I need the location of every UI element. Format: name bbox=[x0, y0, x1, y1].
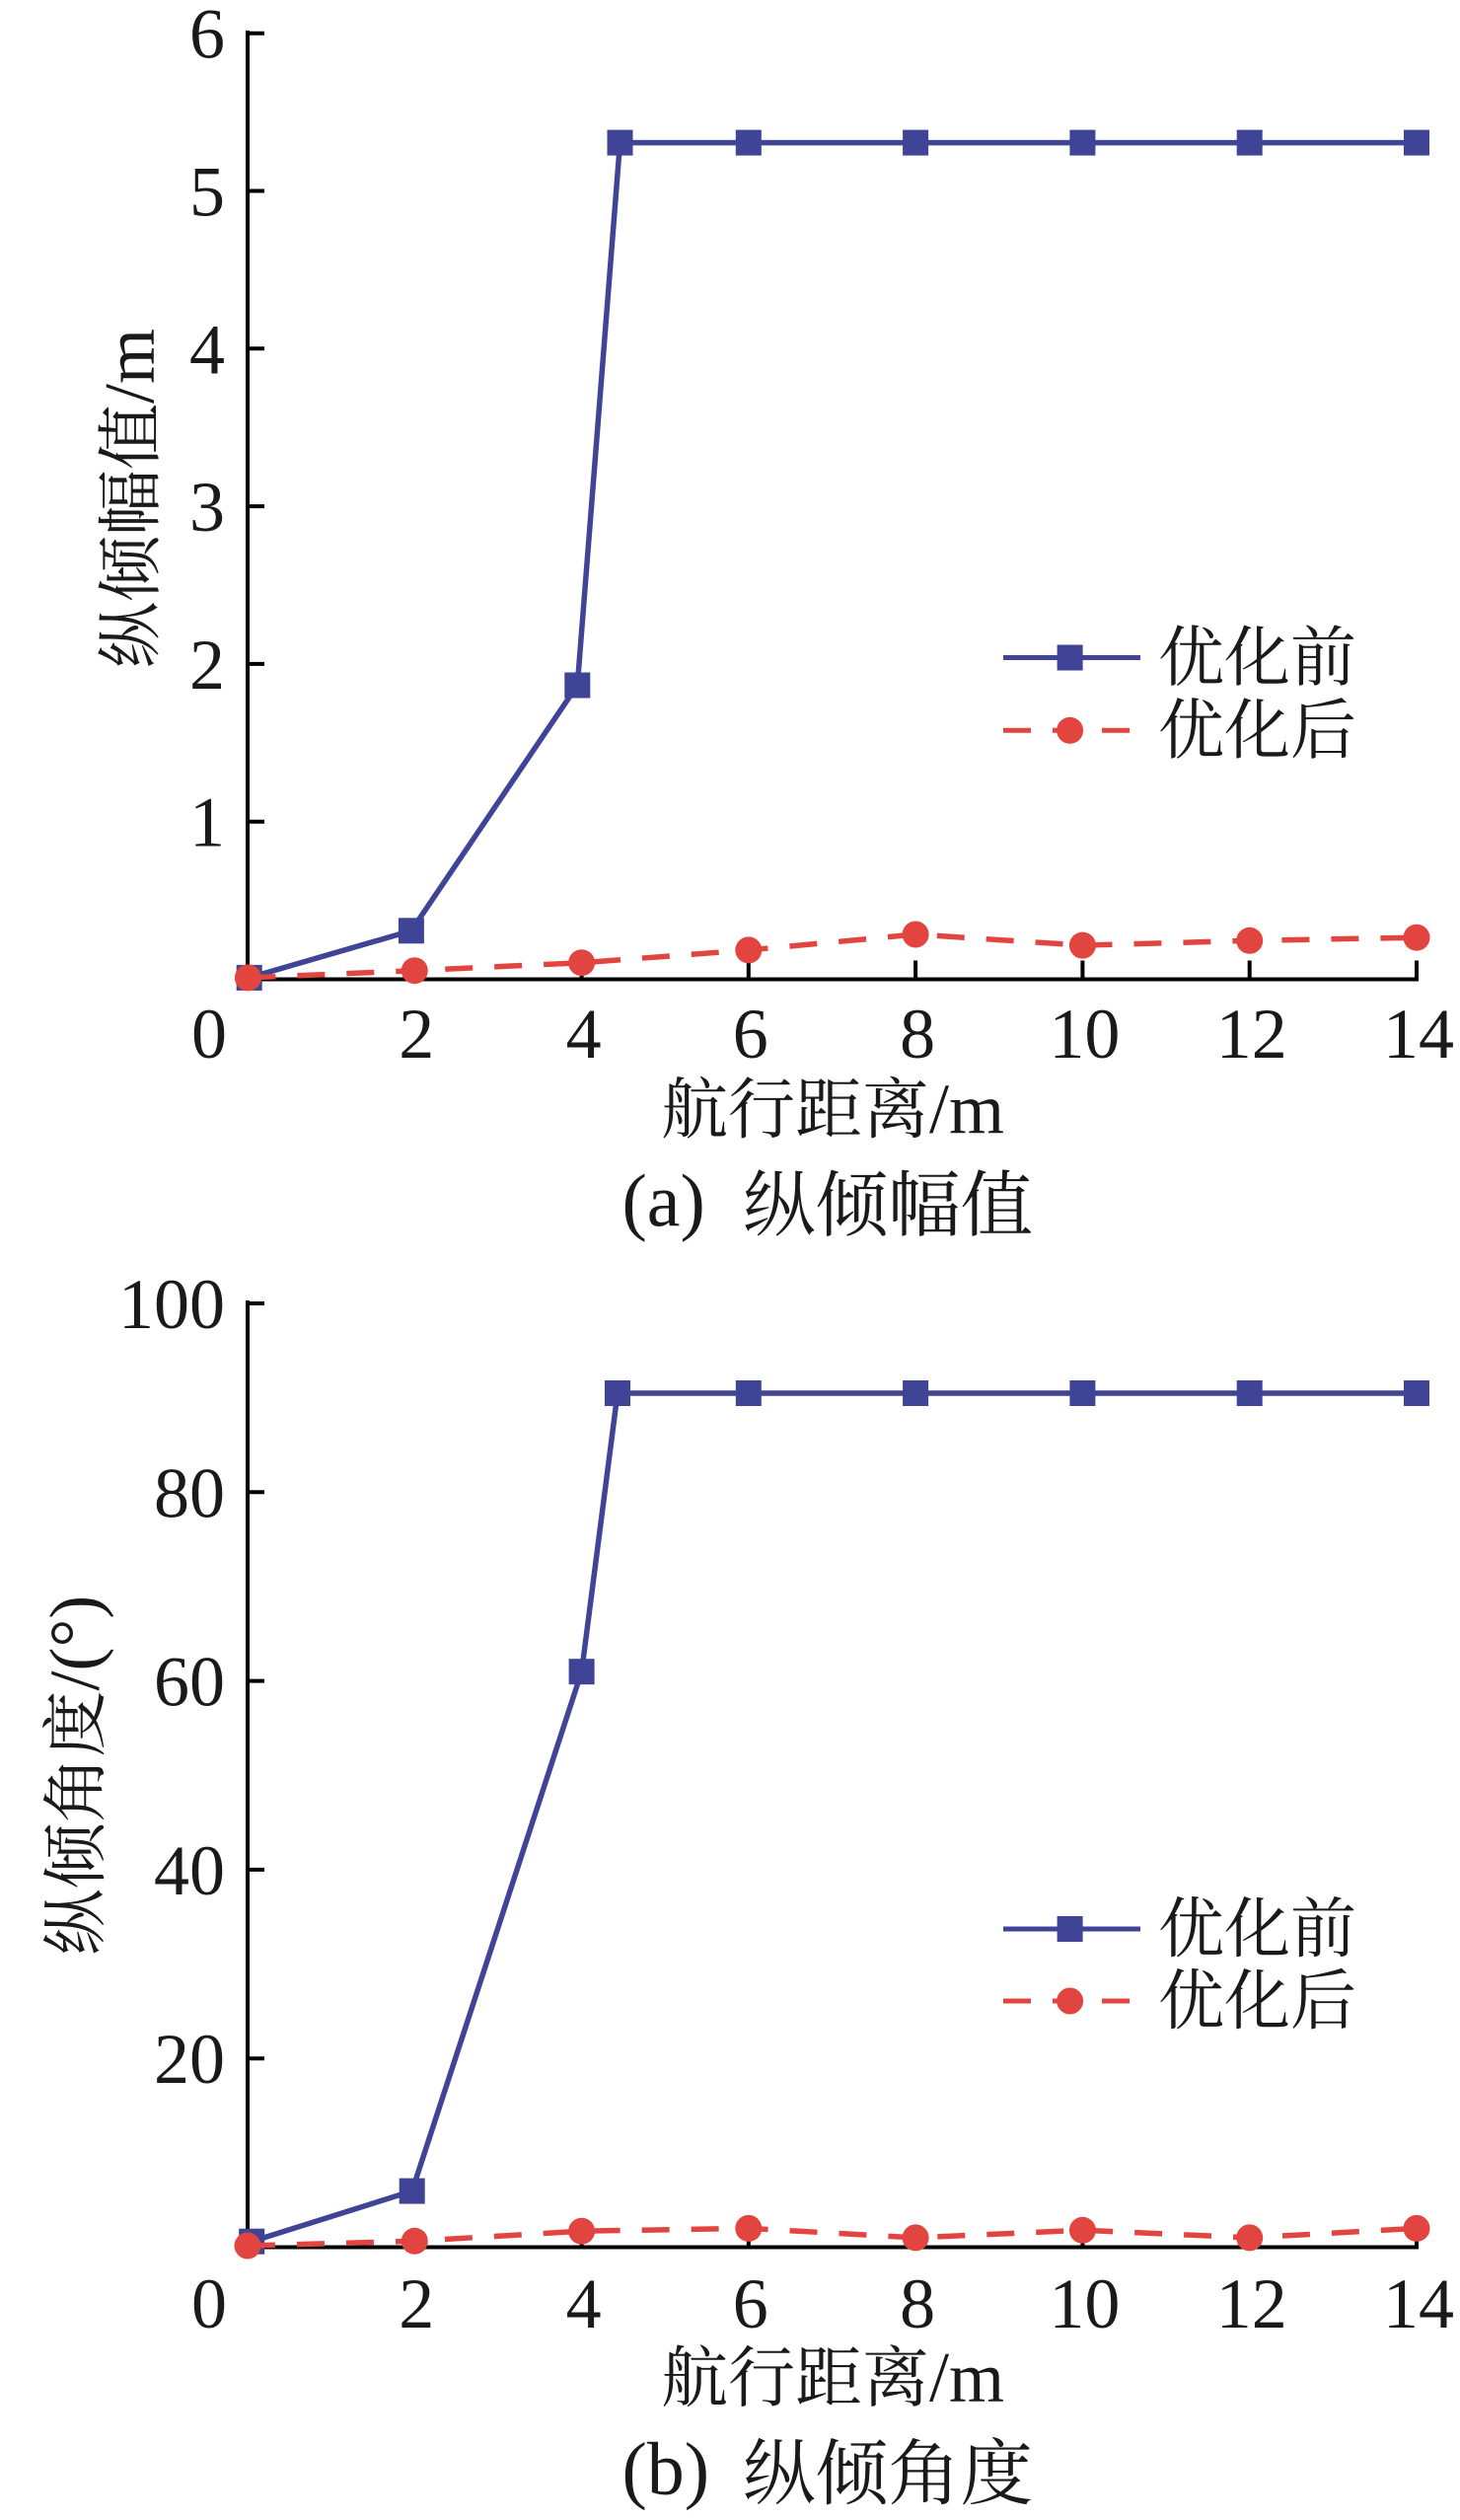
svg-text:/(°): /(°) bbox=[36, 1595, 114, 1691]
svg-text:(b): (b) bbox=[622, 2428, 710, 2511]
svg-text:3: 3 bbox=[189, 468, 225, 547]
svg-text:14: 14 bbox=[1383, 995, 1454, 1074]
svg-text:80: 80 bbox=[154, 1453, 225, 1532]
svg-text:4: 4 bbox=[566, 995, 602, 1074]
svg-text:0: 0 bbox=[191, 2264, 227, 2343]
svg-text:8: 8 bbox=[900, 2264, 935, 2343]
svg-text:6: 6 bbox=[189, 0, 225, 74]
svg-text:20: 20 bbox=[154, 2020, 225, 2099]
svg-text:1: 1 bbox=[189, 783, 225, 862]
svg-text:10: 10 bbox=[1049, 2264, 1120, 2343]
svg-text:4: 4 bbox=[189, 310, 225, 389]
svg-text:/m: /m bbox=[91, 329, 170, 404]
svg-text:10: 10 bbox=[1049, 995, 1120, 1074]
svg-text:12: 12 bbox=[1216, 995, 1287, 1074]
svg-text:2: 2 bbox=[399, 995, 434, 1074]
svg-text:/m: /m bbox=[929, 1070, 1004, 1149]
svg-text:/m: /m bbox=[929, 2338, 1004, 2417]
svg-text:5: 5 bbox=[189, 153, 225, 232]
svg-text:6: 6 bbox=[733, 995, 768, 1074]
svg-text:0: 0 bbox=[191, 995, 227, 1074]
svg-text:2: 2 bbox=[399, 2264, 434, 2343]
svg-text:8: 8 bbox=[900, 995, 935, 1074]
svg-text:6: 6 bbox=[733, 2264, 768, 2343]
svg-text:(a): (a) bbox=[622, 1160, 705, 1243]
svg-text:40: 40 bbox=[154, 1831, 225, 1910]
svg-text:60: 60 bbox=[154, 1643, 225, 1722]
svg-text:4: 4 bbox=[566, 2264, 602, 2343]
svg-text:100: 100 bbox=[118, 1265, 225, 1344]
svg-text:2: 2 bbox=[189, 626, 225, 704]
svg-text:12: 12 bbox=[1216, 2264, 1287, 2343]
svg-text:14: 14 bbox=[1383, 2264, 1454, 2343]
